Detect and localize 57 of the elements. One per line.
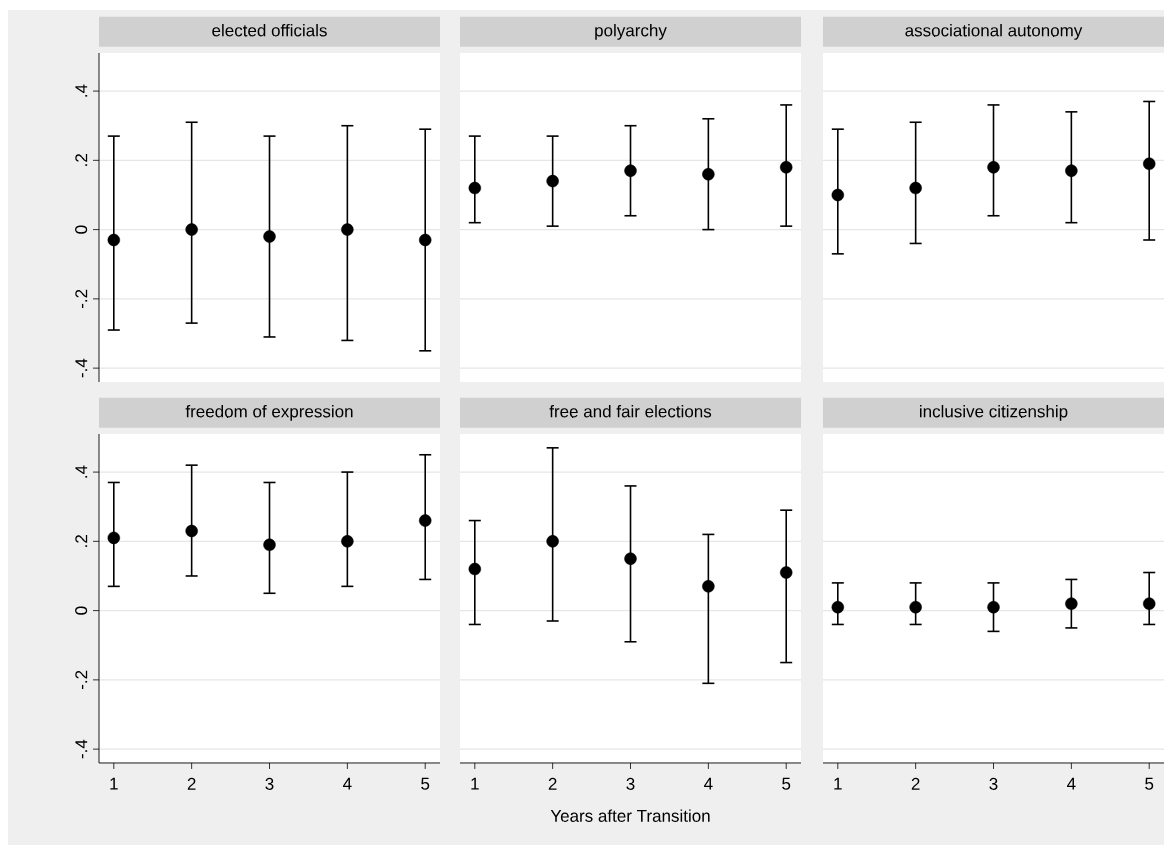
x-tick-label: 2 [187,777,196,790]
x-tick-label: 5 [1145,777,1154,790]
y-tick-label: .4 [75,84,88,97]
y-tick-label: .2 [75,535,88,547]
y-tick-label: -.2 [75,289,88,309]
point [419,514,432,527]
point [1065,164,1078,177]
x-tick-label: 3 [989,777,998,790]
y-tick-label: 0 [75,606,88,615]
point [107,531,120,545]
point [107,233,120,247]
point [909,181,922,195]
x-tick-label: 5 [421,777,430,790]
point [263,538,276,551]
point [831,188,844,202]
x-tick-label: 2 [548,777,557,790]
y-tick-label: .2 [75,154,88,166]
y-tick-label: -.2 [75,670,88,690]
point [341,535,354,548]
point [546,174,559,188]
point [468,562,481,576]
y-tick-label: -.4 [75,358,88,378]
point [468,181,481,195]
point [419,233,432,247]
chart-title: associational autonomy [905,23,1083,40]
x-tick-label: 5 [782,777,791,790]
x-tick-label: 4 [343,777,352,790]
chart-title: elected officials [212,23,327,37]
x-tick-label: 1 [471,777,479,790]
point [263,230,276,243]
point [1143,157,1156,170]
x-tick-label: 1 [110,777,118,790]
y-tick-label: 0 [75,225,88,234]
point [780,566,793,579]
x-tick-label: 2 [911,777,920,790]
point [780,161,793,174]
chart-title: free and fair elections [549,404,712,418]
x-tick-label: 4 [704,777,713,790]
x-tick-label: 3 [626,777,635,790]
point [185,223,198,236]
x-tick-label: 4 [1067,777,1076,790]
x-tick-label: 1 [834,777,842,790]
point [702,580,715,593]
x-axis-title: Years after Transition [550,809,710,822]
point [341,223,354,236]
point [987,161,1000,174]
point [624,164,637,177]
x-tick-label: 3 [265,777,274,790]
point [546,535,559,548]
y-tick-label: .4 [75,465,88,478]
chart-title: freedom of expression [185,404,353,421]
chart-title: polyarchy [595,23,667,40]
y-tick-label: -.4 [75,739,88,759]
chart-title: inclusive citizenship [920,404,1068,421]
point [185,524,198,538]
point [624,552,637,565]
point [702,168,715,181]
